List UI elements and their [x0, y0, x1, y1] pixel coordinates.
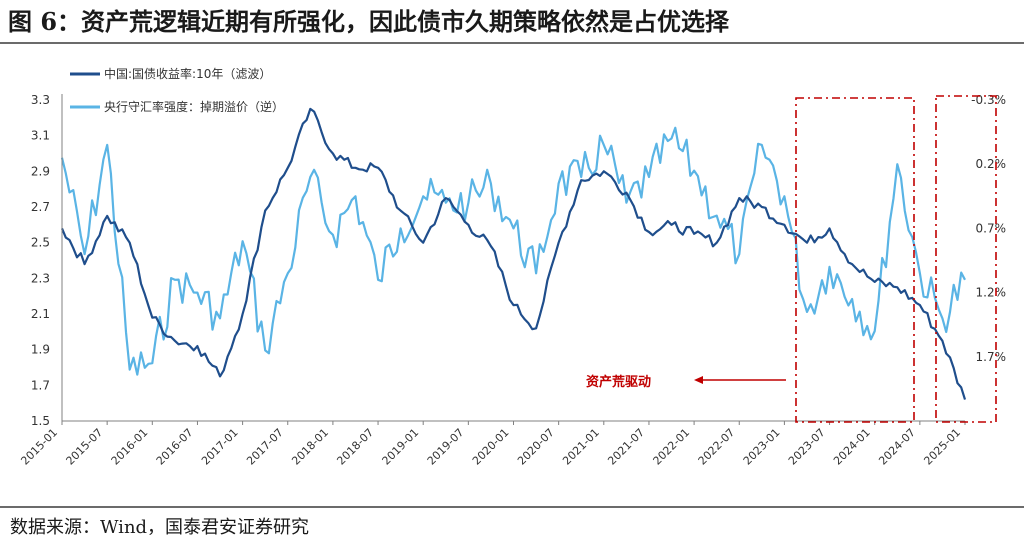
y-left-tick-label: 2.7 [31, 200, 50, 214]
y-left-tick-label: 1.7 [31, 378, 50, 392]
y-right-tick-label: -0.3% [971, 93, 1006, 107]
figure-title: 图 6：资产荒逻辑近期有所强化，因此债市久期策略依然是占优选择 [8, 7, 730, 36]
x-tick-label: 2018-01 [289, 426, 331, 468]
x-tick-label: 2021-07 [605, 426, 647, 468]
axes: 3.3 3.1 2.9 2.7 2.5 2.3 2.1 1.9 1.7 1.5 -0.3% 0.2% 0… [18, 93, 1006, 468]
x-tick-label: 2020-07 [515, 426, 557, 468]
x-tick-label: 2024-07 [876, 426, 918, 468]
legend-label-series-1: 中国:国债收益率:10年（滤波） [104, 66, 271, 81]
y-left-tick-label: 2.3 [31, 271, 50, 285]
plot-area [60, 107, 967, 400]
x-tick-label: 2017-01 [199, 426, 241, 468]
y-left-tick-label: 3.3 [31, 93, 50, 107]
x-tick-label: 2019-01 [380, 426, 422, 468]
y-left-tick-label: 2.1 [31, 307, 50, 321]
x-tick-label: 2022-07 [696, 426, 738, 468]
top-rule [0, 42, 1024, 44]
source-note: 数据来源：Wind，国泰君安证券研究 [10, 517, 310, 538]
y-right-tick-label: 1.2% [976, 286, 1007, 300]
y-left-tick-label: 1.9 [31, 343, 50, 357]
y-left-tick-label: 2.5 [31, 236, 50, 250]
annotation-arrowhead [694, 376, 703, 384]
y-left-tick-label: 2.9 [31, 164, 50, 178]
bottom-rule [0, 506, 1024, 508]
series-line-1 [60, 107, 967, 400]
y-left-tick-label: 3.1 [31, 129, 50, 143]
annotation-label: 资产荒驱动 [586, 374, 651, 390]
x-tick-label: 2020-01 [470, 426, 512, 468]
x-tick-label: 2019-07 [425, 426, 467, 468]
series-line-2 [60, 126, 966, 376]
y-right-tick-label: 1.7% [976, 350, 1007, 364]
legend: 中国:国债收益率:10年（滤波） 央行守汇率强度：掉期溢价（逆） [70, 66, 284, 114]
x-tick-label: 2016-01 [109, 426, 151, 468]
x-tick-label: 2015-01 [18, 426, 60, 468]
x-tick-label: 2023-01 [741, 426, 783, 468]
highlight-box-2023 [795, 97, 915, 423]
x-tick-label: 2017-07 [244, 426, 286, 468]
x-tick-label: 2023-07 [786, 426, 828, 468]
x-tick-label: 2025-01 [921, 426, 963, 468]
x-tick-label: 2015-07 [64, 426, 106, 468]
y-right-tick-label: 0.2% [976, 157, 1007, 171]
x-tick-label: 2018-07 [334, 426, 376, 468]
line-chart: 中国:国债收益率:10年（滤波） 央行守汇率强度：掉期溢价（逆） 3.3 3.1 2… [18, 66, 1006, 468]
y-left-tick-label: 1.5 [31, 414, 50, 428]
x-tick-label: 2022-01 [651, 426, 693, 468]
x-tick-label: 2016-07 [154, 426, 196, 468]
y-right-tick-label: 0.7% [976, 221, 1007, 235]
legend-label-series-2: 央行守汇率强度：掉期溢价（逆） [104, 99, 284, 114]
x-tick-label: 2021-01 [560, 426, 602, 468]
x-tick-label: 2024-01 [831, 426, 873, 468]
highlight-box-2024 [935, 95, 997, 423]
